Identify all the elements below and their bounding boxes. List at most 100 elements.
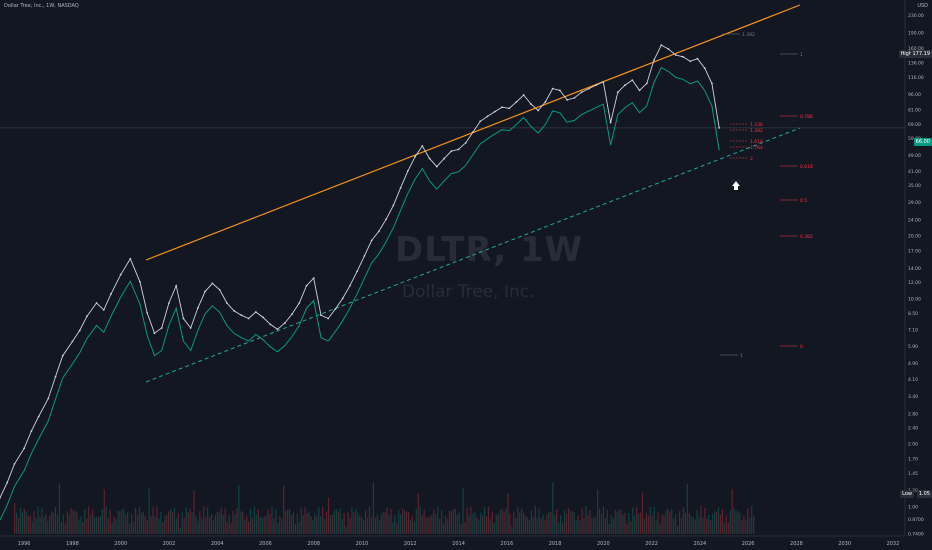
volume-bar bbox=[751, 506, 753, 534]
volume-bar bbox=[29, 515, 31, 534]
volume-bar bbox=[117, 510, 119, 534]
volume-bar bbox=[314, 513, 316, 534]
volume-bar bbox=[540, 518, 542, 534]
volume-bar bbox=[285, 511, 287, 534]
price-point bbox=[356, 270, 359, 273]
volume-bar bbox=[460, 524, 462, 534]
volume-bar bbox=[382, 511, 384, 534]
volume-bar bbox=[657, 512, 659, 534]
volume-bar bbox=[138, 507, 140, 534]
volume-bar bbox=[542, 514, 544, 534]
volume-bar bbox=[361, 516, 363, 534]
volume-bar bbox=[708, 514, 710, 534]
volume-bar bbox=[115, 519, 117, 534]
volume-bar bbox=[179, 527, 181, 534]
volume-bar bbox=[474, 512, 476, 534]
volume-bar bbox=[236, 508, 238, 534]
volume-bar bbox=[15, 512, 18, 534]
volume-bar bbox=[339, 508, 341, 534]
volume-bar bbox=[35, 518, 37, 534]
volume-bar bbox=[593, 517, 595, 534]
price-point bbox=[269, 323, 272, 326]
price-point bbox=[508, 107, 511, 110]
volume-bar bbox=[248, 521, 250, 534]
y-tick-label: 1.45 bbox=[908, 471, 918, 477]
volume-bar bbox=[201, 517, 203, 534]
volume-bar bbox=[39, 516, 41, 534]
volume-bar bbox=[121, 509, 123, 534]
volume-bar bbox=[368, 506, 371, 534]
volume-bar bbox=[577, 515, 579, 534]
volume-bar bbox=[158, 518, 160, 534]
volume-bar bbox=[636, 507, 638, 534]
volume-bar bbox=[747, 508, 749, 534]
x-tick-label: 2016 bbox=[500, 541, 513, 547]
volume-bar bbox=[634, 515, 636, 534]
price-point bbox=[129, 257, 132, 260]
volume-bar bbox=[694, 519, 696, 534]
volume-bar bbox=[183, 518, 185, 534]
y-tick-label: 136.00 bbox=[908, 61, 924, 67]
volume-bar bbox=[435, 513, 437, 534]
volume-bar bbox=[394, 514, 396, 534]
volume-bar bbox=[31, 521, 33, 534]
volume-bar bbox=[171, 512, 174, 534]
volume-bar bbox=[441, 509, 443, 534]
volume-bar bbox=[749, 518, 751, 534]
volume-bar bbox=[599, 508, 601, 534]
y-tick-label: 20.00 bbox=[908, 234, 921, 240]
volume-bar bbox=[54, 507, 57, 534]
volume-bar bbox=[86, 518, 88, 534]
volume-bar bbox=[450, 511, 452, 534]
volume-bar bbox=[661, 514, 663, 534]
volume-bar bbox=[462, 488, 464, 534]
volume-bar bbox=[74, 511, 76, 534]
volume-bar bbox=[456, 514, 458, 534]
volume-bar bbox=[505, 508, 507, 534]
volume-bar bbox=[372, 482, 374, 534]
price-point bbox=[711, 82, 713, 85]
price-point bbox=[13, 462, 16, 465]
volume-bar bbox=[468, 515, 470, 534]
price-point bbox=[435, 165, 438, 168]
volume-bar bbox=[388, 514, 390, 534]
price-point bbox=[334, 307, 337, 310]
volume-bar bbox=[199, 510, 201, 534]
price-point bbox=[653, 59, 655, 61]
volume-bar bbox=[103, 489, 105, 534]
volume-bar bbox=[604, 518, 607, 534]
volume-bar bbox=[567, 508, 569, 534]
volume-bar bbox=[312, 520, 314, 534]
volume-bar bbox=[550, 511, 552, 534]
volume-bar bbox=[234, 514, 236, 534]
price-point bbox=[276, 328, 279, 331]
volume-bar bbox=[653, 506, 655, 534]
price-point bbox=[385, 218, 388, 221]
volume-bar bbox=[561, 522, 564, 534]
volume-bar bbox=[614, 510, 616, 534]
volume-bar bbox=[546, 514, 548, 534]
price-point bbox=[493, 110, 496, 113]
price-point bbox=[573, 97, 576, 99]
volume-bar bbox=[249, 508, 252, 534]
volume-bar bbox=[84, 509, 86, 534]
volume-bar bbox=[583, 518, 585, 534]
price-point bbox=[119, 273, 122, 276]
volume-bar bbox=[68, 514, 70, 534]
x-tick-label: 2022 bbox=[645, 541, 658, 547]
volume-bar bbox=[351, 507, 353, 534]
volume-bar bbox=[400, 514, 402, 534]
volume-bar bbox=[320, 516, 322, 534]
volume-bar bbox=[735, 510, 737, 534]
volume-bar bbox=[386, 507, 388, 534]
price-point bbox=[515, 101, 518, 103]
volume-bar bbox=[175, 518, 178, 534]
volume-bar bbox=[152, 507, 154, 534]
volume-bar bbox=[218, 512, 220, 534]
volume-bar bbox=[610, 515, 612, 534]
volume-bar bbox=[710, 520, 712, 534]
volume-bar bbox=[333, 511, 335, 534]
volume-bar bbox=[88, 506, 90, 534]
y-tick-label: 24.00 bbox=[908, 217, 921, 223]
